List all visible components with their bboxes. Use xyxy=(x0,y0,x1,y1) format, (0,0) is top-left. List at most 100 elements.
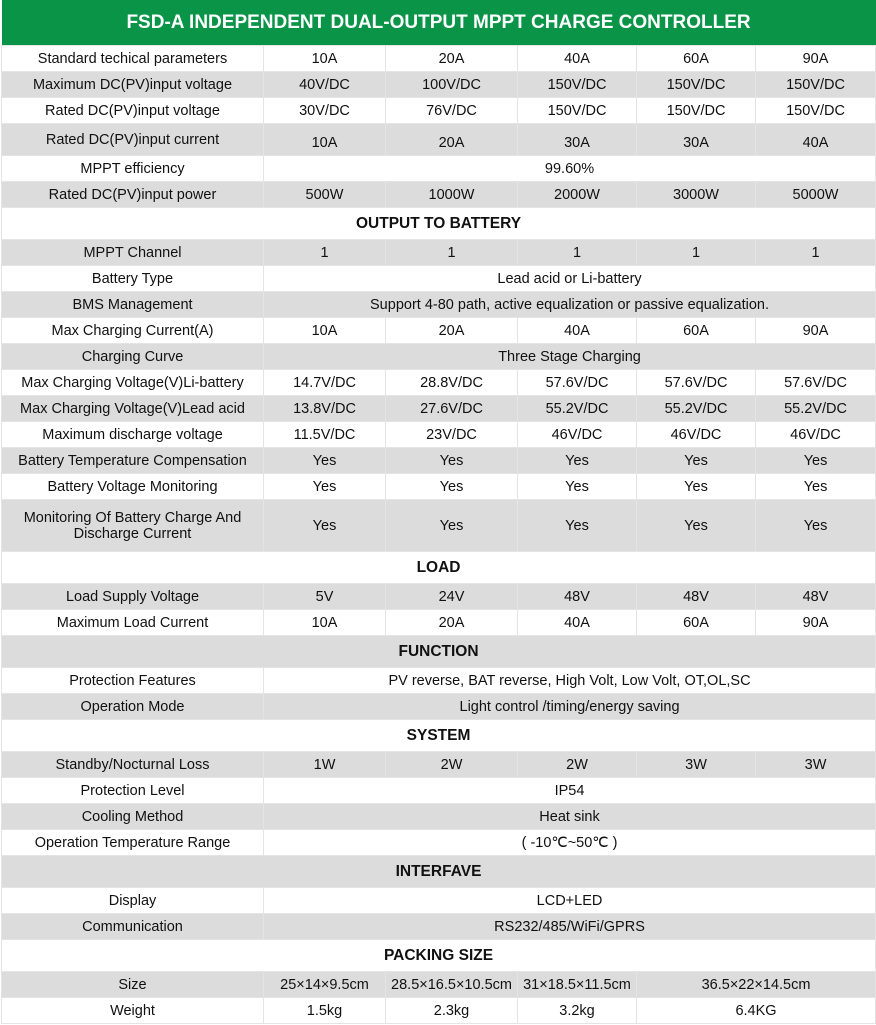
row-value: 76V/DC xyxy=(385,97,518,124)
row-label: Monitoring Of Battery Charge And Dischar… xyxy=(1,499,264,552)
row-value: Yes xyxy=(636,447,756,474)
row-label: Max Charging Voltage(V)Li-battery xyxy=(1,369,264,396)
row-value: 48V xyxy=(754,583,876,610)
row-value: 55.2V/DC xyxy=(754,395,876,422)
row-value: 3W xyxy=(636,751,756,778)
row-label: Maximum discharge voltage xyxy=(1,421,264,448)
row-value: 3.2kg xyxy=(517,997,637,1024)
table-row: Rated DC(PV)input voltage 30V/DC 76V/DC 150… xyxy=(1,97,876,124)
table-row: Operation Temperature Range( -10℃~50℃ ) xyxy=(1,829,876,856)
row-label: Protection Features xyxy=(1,667,264,694)
section-header-row: INTERFAVE xyxy=(0,855,876,888)
row-label: MPPT efficiency xyxy=(1,155,264,182)
row-value: IP54 xyxy=(262,777,876,804)
row-value: 55.2V/DC xyxy=(517,395,637,422)
row-value: 90A xyxy=(754,609,876,636)
row-value: 150V/DC xyxy=(636,97,756,124)
table-row: Operation Mode Light control /timing/ener… xyxy=(1,693,876,720)
row-label: Maximum DC(PV)input voltage xyxy=(1,71,264,98)
row-value: 1.5kg xyxy=(263,997,386,1024)
table-row: Max Charging Voltage(V)Li-battery 14.7V/D… xyxy=(1,369,876,396)
row-value: Yes xyxy=(263,473,386,500)
row-value: 99.60% xyxy=(262,155,876,182)
row-value: 28.8V/DC xyxy=(385,369,518,396)
row-label: MPPT Channel xyxy=(1,239,264,266)
table-row: Charging Curve Three Stage Charging xyxy=(1,343,876,370)
section-title: INTERFAVE xyxy=(0,855,876,888)
row-value: 20A xyxy=(385,45,518,72)
table-row: MPPT efficiency 99.60% xyxy=(1,155,876,182)
row-value: 100V/DC xyxy=(385,71,518,98)
row-value: Yes xyxy=(754,499,876,552)
row-value: RS232/485/WiFi/GPRS xyxy=(262,913,876,940)
row-label: Standard techical parameters xyxy=(1,45,264,72)
table-row: MPPT Channel 1 1 1 1 1 xyxy=(1,239,876,266)
row-value: Three Stage Charging xyxy=(262,343,876,370)
row-value: 28.5×16.5×10.5cm xyxy=(385,971,518,998)
page-title: FSD-A INDEPENDENT DUAL-OUTPUT MPPT CHARG… xyxy=(1,0,876,46)
row-value: 1 xyxy=(517,239,637,266)
row-value: Yes xyxy=(754,473,876,500)
table-row: Protection Level IP54 xyxy=(1,777,876,804)
row-value: 2000W xyxy=(517,181,637,208)
table-row: Battery Temperature Compensation Yes Yes Ye… xyxy=(1,447,876,474)
row-value: 40A xyxy=(517,317,637,344)
row-value: 40A xyxy=(754,123,876,156)
section-title: SYSTEM xyxy=(0,719,876,752)
row-value: 30V/DC xyxy=(263,97,386,124)
section-header-row: OUTPUT TO BATTERY xyxy=(0,207,876,240)
table-row: Maximum discharge voltage 11.5V/DC 23V/DC 4… xyxy=(1,421,876,448)
row-value: Yes xyxy=(636,499,756,552)
row-value: 13.8V/DC xyxy=(263,395,386,422)
row-value: 24V xyxy=(385,583,518,610)
row-value: Yes xyxy=(385,473,518,500)
title-row: FSD-A INDEPENDENT DUAL-OUTPUT MPPT CHARG… xyxy=(1,0,876,46)
row-value: 500W xyxy=(263,181,386,208)
row-value: 60A xyxy=(636,317,756,344)
row-value: 30A xyxy=(636,123,756,156)
row-label: Load Supply Voltage xyxy=(1,583,264,610)
row-label: Maximum Load Current xyxy=(1,609,264,636)
row-value: PV reverse, BAT reverse, High Volt, Low … xyxy=(262,667,876,694)
row-value: 5000W xyxy=(754,181,876,208)
section-header-row: LOAD xyxy=(0,551,876,584)
table-row: Load Supply Voltage 5V 24V 48V 48V 48V xyxy=(1,583,876,610)
row-value: 1W xyxy=(263,751,386,778)
row-value: 1 xyxy=(636,239,756,266)
table-row: BMS Management Support 4-80 path, active … xyxy=(1,291,876,318)
row-value: Yes xyxy=(385,447,518,474)
table-row: Max Charging Voltage(V)Lead acid 13.8V/DC… xyxy=(1,395,876,422)
table-row: Standard techical parameters 10A 20A 40A 60A… xyxy=(1,45,876,72)
row-label: Weight xyxy=(1,997,264,1024)
row-value: 150V/DC xyxy=(636,71,756,98)
table-row: Battery Type Lead acid or Li-battery xyxy=(1,265,876,292)
row-value: 90A xyxy=(754,45,876,72)
row-value: Light control /timing/energy saving xyxy=(262,693,876,720)
table-row: Communication RS232/485/WiFi/GPRS xyxy=(1,913,876,940)
row-value: 27.6V/DC xyxy=(385,395,518,422)
section-title: OUTPUT TO BATTERY xyxy=(0,207,876,240)
row-value: Yes xyxy=(517,499,637,552)
table-row: Maximum Load Current 10A 20A 40A 60A 90A xyxy=(1,609,876,636)
row-value: 150V/DC xyxy=(754,97,876,124)
row-value: LCD+LED xyxy=(262,887,876,914)
row-value: 6.4KG xyxy=(635,997,876,1024)
section-title: FUNCTION xyxy=(0,635,876,668)
row-value: 46V/DC xyxy=(754,421,876,448)
row-value: 10A xyxy=(263,317,386,344)
row-value: 10A xyxy=(263,45,386,72)
table-row: Cooling Method Heat sink xyxy=(1,803,876,830)
row-value: Lead acid or Li-battery xyxy=(262,265,876,292)
row-label: Operation Temperature Range xyxy=(1,829,264,856)
row-value: 3000W xyxy=(636,181,756,208)
row-value: 46V/DC xyxy=(636,421,756,448)
row-value: 20A xyxy=(385,609,518,636)
section-header-row: PACKING SIZE xyxy=(0,939,876,972)
row-value: Yes xyxy=(517,447,637,474)
table-row: Weight 1.5kg 2.3kg 3.2kg 6.4KG xyxy=(1,997,876,1024)
row-value: 20A xyxy=(385,317,518,344)
table-row: Rated DC(PV)input power 500W 1000W 2000W 300… xyxy=(1,181,876,208)
row-value: Yes xyxy=(263,447,386,474)
row-value: 25×14×9.5cm xyxy=(263,971,386,998)
row-value: 48V xyxy=(517,583,637,610)
